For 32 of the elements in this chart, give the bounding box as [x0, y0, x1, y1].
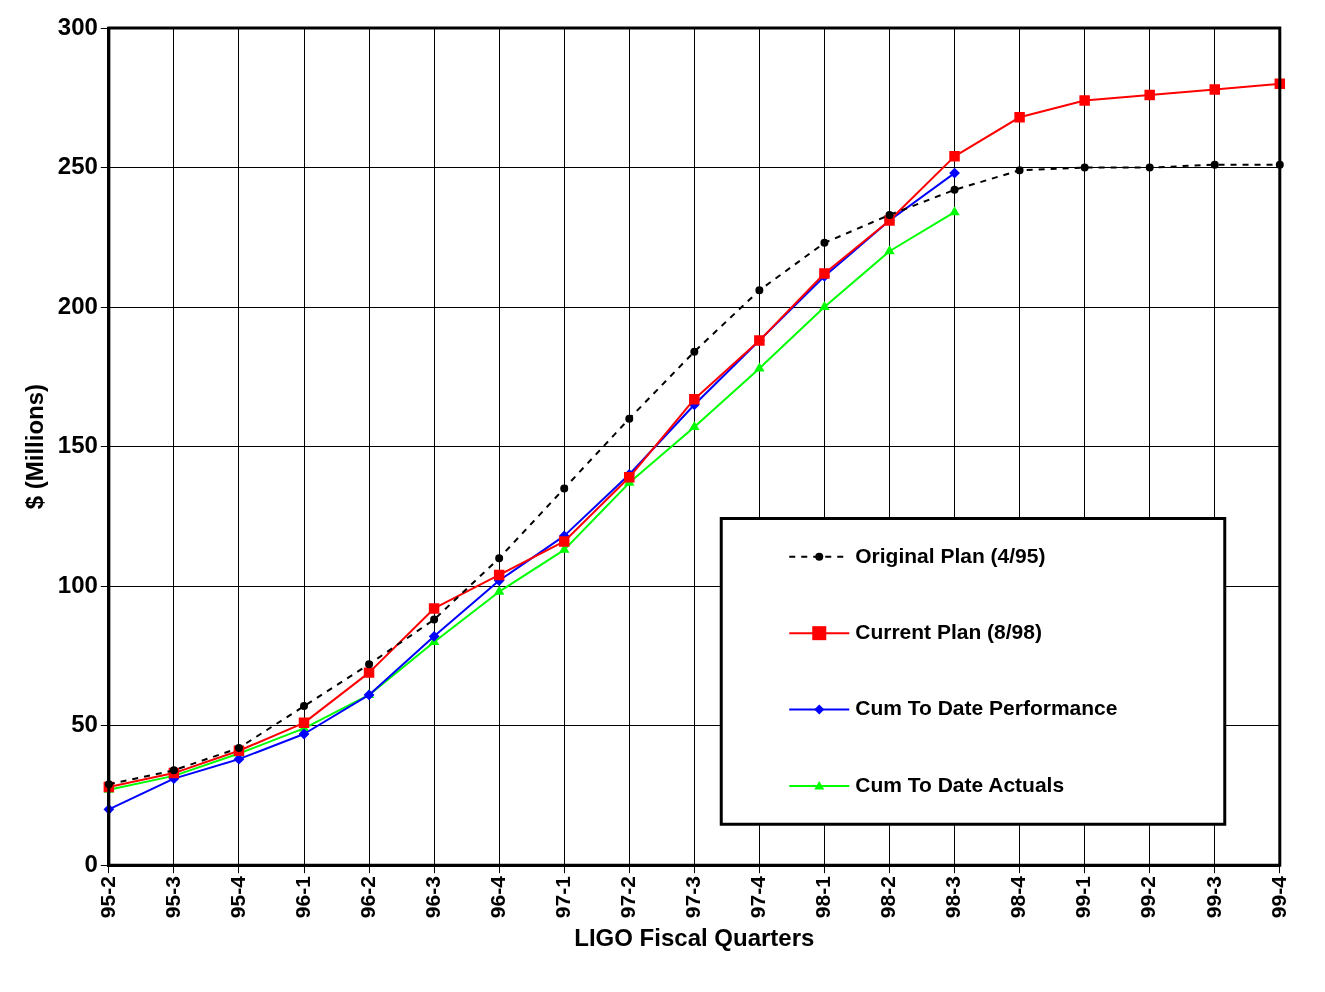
x-tick-label: 99-2	[1136, 876, 1160, 919]
legend-label: Original Plan (4/95)	[855, 543, 1046, 567]
x-tick-label: 95-4	[225, 875, 249, 919]
x-tick-label: 97-2	[616, 876, 640, 919]
x-tick-label: 97-4	[746, 875, 770, 919]
x-tick-label: 99-4	[1266, 875, 1290, 919]
x-tick-label: 97-3	[681, 876, 705, 919]
x-axis-title: LIGO Fiscal Quarters	[574, 924, 815, 952]
x-tick-label: 97-1	[551, 875, 575, 919]
x-tick-label: 96-3	[420, 876, 444, 919]
x-tick-label: 99-1	[1071, 875, 1095, 919]
y-tick-label: 0	[84, 849, 98, 877]
x-tick-label: 98-4	[1006, 875, 1030, 919]
x-tick-label: 96-1	[290, 875, 314, 919]
y-tick-label: 50	[71, 710, 98, 738]
legend-label: Current Plan (8/98)	[855, 619, 1042, 643]
legend-label: Cum To Date Actuals	[855, 772, 1065, 796]
y-axis-title: $ (Millions)	[21, 383, 49, 510]
x-tick-label: 98-3	[941, 876, 965, 919]
x-tick-label: 96-4	[485, 875, 509, 919]
x-tick-label: 99-3	[1201, 876, 1225, 919]
x-tick-label: 96-2	[355, 876, 379, 919]
y-tick-label: 200	[57, 291, 98, 319]
y-tick-label: 250	[57, 152, 98, 180]
y-tick-label: 100	[57, 570, 98, 598]
y-tick-label: 150	[57, 431, 98, 459]
x-tick-label: 95-3	[160, 876, 184, 919]
y-tick-label: 300	[57, 12, 98, 40]
x-tick-label: 98-1	[811, 875, 835, 919]
x-tick-label: 98-2	[876, 876, 900, 919]
legend-label: Cum To Date Performance	[855, 696, 1118, 720]
x-tick-label: 95-2	[95, 876, 119, 919]
